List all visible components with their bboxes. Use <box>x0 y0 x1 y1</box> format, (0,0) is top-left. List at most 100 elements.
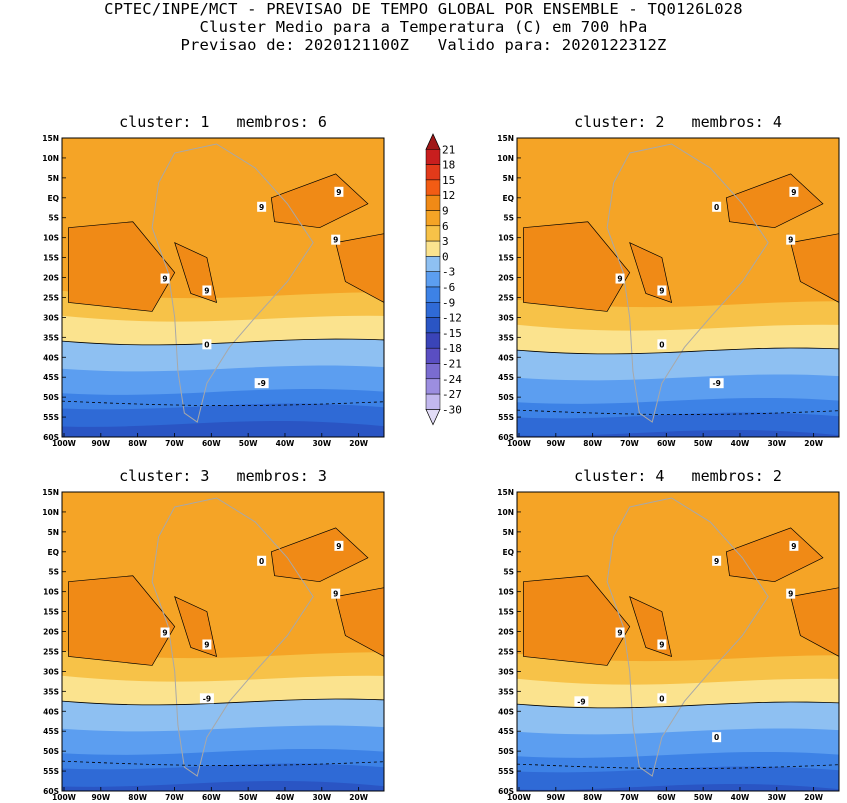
contour-label: -9 <box>712 379 720 388</box>
colorbar-segment <box>425 378 441 395</box>
colorbar: 21 18 15 12 9 6 3 0 -3 -6 -9 -12 -15 -18 -21 -24 -27 -30 <box>425 133 462 426</box>
y-tick-label: 10S <box>43 588 59 597</box>
contour-label-bg <box>709 378 724 389</box>
colorbar-top-arrow <box>425 133 441 150</box>
y-tick-label: 30S <box>498 667 514 676</box>
x-tick-label: 70W <box>620 793 639 802</box>
contour-label: 9 <box>336 188 341 197</box>
y-tick-label: 15N <box>42 134 59 143</box>
contour-label-bg <box>199 693 214 704</box>
contour-label: 9 <box>788 590 793 599</box>
x-tick-label: 50W <box>239 793 258 802</box>
temperature-band <box>62 781 384 791</box>
contour-label-bg <box>786 234 796 245</box>
temperature-band <box>62 421 384 437</box>
contour-label-bg <box>712 201 722 212</box>
contour-label: 9 <box>617 275 622 284</box>
contour-label: 0 <box>714 203 719 212</box>
colorbar-segment <box>425 332 441 349</box>
colorbar-segment <box>425 256 441 272</box>
colorbar-label: -30 <box>442 403 462 416</box>
contour-label-bg <box>334 186 344 197</box>
colorbar-label: -15 <box>442 327 462 340</box>
x-tick-label: 40W <box>731 793 750 802</box>
y-tick-label: 5N <box>503 528 515 537</box>
colorbar-segment <box>425 149 441 165</box>
x-tick-label: 90W <box>546 439 565 448</box>
colorbar-label: -12 <box>442 312 462 325</box>
contour-label-bg <box>789 540 799 551</box>
x-tick-label: 40W <box>731 439 750 448</box>
x-tick-label: 80W <box>583 439 602 448</box>
temperature-band <box>517 429 839 437</box>
y-tick-label: 60S <box>43 787 59 796</box>
y-tick-label: 55S <box>43 767 59 776</box>
colorbar-label: -18 <box>442 342 462 355</box>
contour-label: 9 <box>791 542 796 551</box>
colorbar-segment <box>425 393 441 410</box>
contour-label: 9 <box>336 542 341 551</box>
x-tick-label: 60W <box>202 439 221 448</box>
x-tick-label: 70W <box>165 439 184 448</box>
x-tick-label: 70W <box>620 439 639 448</box>
contour-label-bg <box>202 285 212 296</box>
contour-label-bg <box>331 588 341 599</box>
colorbar-label: -3 <box>442 266 455 279</box>
y-tick-label: EQ <box>48 194 60 203</box>
y-tick-label: 25S <box>43 293 59 302</box>
y-tick-label: 5N <box>48 174 60 183</box>
contour-label-bg <box>615 627 625 638</box>
contour-label: 9 <box>162 275 167 284</box>
y-tick-label: 55S <box>498 767 514 776</box>
y-tick-label: 10N <box>497 508 514 517</box>
y-tick-label: 10S <box>43 234 59 243</box>
temperature-band <box>517 783 839 791</box>
contour-label-bg <box>657 285 667 296</box>
y-tick-label: 30S <box>498 313 514 322</box>
x-tick-label: 70W <box>165 793 184 802</box>
y-tick-label: 45S <box>43 373 59 382</box>
y-tick-label: 30S <box>43 667 59 676</box>
contour-label-bg <box>334 540 344 551</box>
colorbar-segment <box>425 240 441 257</box>
x-tick-label: 80W <box>128 793 147 802</box>
map-frame <box>61 491 385 792</box>
contour-label: 9 <box>791 188 796 197</box>
y-tick-label: 50S <box>498 393 514 402</box>
y-tick-label: 5S <box>48 568 59 577</box>
y-tick-label: 20S <box>498 628 514 637</box>
contour-label-bg <box>712 555 722 566</box>
contour-label: 9 <box>333 590 338 599</box>
x-tick-label: 100W <box>507 793 532 802</box>
south-america-coastline <box>151 143 314 423</box>
contour-line-zero <box>517 701 839 709</box>
y-tick-label: 25S <box>498 647 514 656</box>
panel-2-title: cluster: 2 membros: 4 <box>574 113 782 131</box>
contour-label-bg <box>202 339 212 350</box>
colorbar-label: -6 <box>442 281 455 294</box>
colorbar-label: -21 <box>442 358 462 371</box>
y-tick-label: 10N <box>497 154 514 163</box>
x-tick-label: 90W <box>91 439 110 448</box>
y-tick-label: 15N <box>497 488 514 497</box>
colorbar-segment <box>425 210 441 227</box>
y-tick-label: 60S <box>498 433 514 442</box>
y-tick-label: 40S <box>498 353 514 362</box>
x-tick-label: 20W <box>804 793 823 802</box>
y-tick-label: 5N <box>503 174 515 183</box>
y-tick-label: 5S <box>48 214 59 223</box>
map-frame <box>516 491 840 792</box>
colorbar-segment <box>425 302 441 318</box>
panel-4-title: cluster: 4 membros: 2 <box>574 467 782 485</box>
colorbar-segment <box>425 164 441 181</box>
x-tick-label: 30W <box>767 793 786 802</box>
contour-label: 9 <box>788 236 793 245</box>
map-frame <box>516 137 840 438</box>
y-tick-label: EQ <box>503 548 515 557</box>
x-tick-label: 50W <box>239 439 258 448</box>
x-tick-label: 80W <box>128 439 147 448</box>
x-tick-label: 60W <box>657 439 676 448</box>
colorbar-label: 18 <box>442 159 455 172</box>
y-tick-label: 15S <box>498 254 514 263</box>
